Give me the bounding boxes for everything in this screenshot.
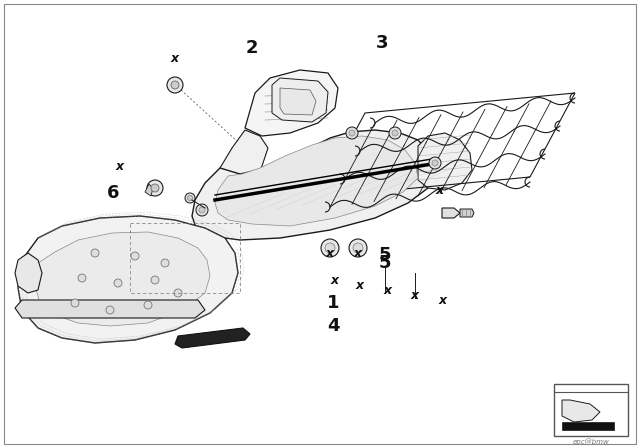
Circle shape: [147, 180, 163, 196]
Circle shape: [349, 130, 355, 136]
Polygon shape: [460, 209, 474, 217]
Circle shape: [432, 160, 438, 166]
Text: x: x: [356, 279, 364, 292]
Circle shape: [349, 239, 367, 257]
Text: x: x: [411, 289, 419, 302]
Text: x: x: [384, 284, 392, 297]
Circle shape: [389, 127, 401, 139]
Polygon shape: [15, 300, 205, 318]
Text: x: x: [354, 246, 362, 259]
Circle shape: [78, 274, 86, 282]
Text: 5: 5: [379, 254, 391, 272]
Circle shape: [392, 130, 398, 136]
Polygon shape: [215, 136, 418, 226]
Text: x: x: [116, 159, 124, 172]
Polygon shape: [215, 130, 268, 208]
Polygon shape: [18, 216, 238, 343]
Text: 4: 4: [327, 317, 339, 335]
Polygon shape: [175, 328, 250, 348]
Text: epc@bmw: epc@bmw: [573, 438, 609, 445]
Text: 2: 2: [246, 39, 259, 57]
Bar: [562, 422, 614, 430]
Text: 6: 6: [107, 184, 119, 202]
Circle shape: [171, 81, 179, 89]
Text: x: x: [436, 184, 444, 197]
Circle shape: [199, 207, 205, 213]
Text: 5: 5: [379, 246, 391, 264]
Circle shape: [353, 243, 363, 253]
Circle shape: [346, 127, 358, 139]
Circle shape: [429, 157, 441, 169]
Circle shape: [151, 276, 159, 284]
Text: 3: 3: [376, 34, 388, 52]
Circle shape: [114, 279, 122, 287]
Circle shape: [321, 239, 339, 257]
Polygon shape: [15, 253, 42, 293]
Text: x: x: [326, 246, 334, 259]
Circle shape: [144, 301, 152, 309]
Polygon shape: [145, 184, 153, 196]
Polygon shape: [280, 88, 316, 115]
Text: x: x: [439, 293, 447, 306]
Circle shape: [174, 289, 182, 297]
Polygon shape: [442, 208, 460, 218]
Polygon shape: [245, 70, 338, 136]
Circle shape: [71, 299, 79, 307]
Circle shape: [91, 249, 99, 257]
Circle shape: [325, 243, 335, 253]
Polygon shape: [418, 133, 472, 190]
Circle shape: [188, 195, 193, 201]
Circle shape: [185, 193, 195, 203]
Text: x: x: [331, 273, 339, 287]
Circle shape: [196, 204, 208, 216]
Polygon shape: [562, 400, 600, 422]
Circle shape: [161, 259, 169, 267]
Text: x: x: [171, 52, 179, 65]
Polygon shape: [192, 130, 435, 240]
Circle shape: [131, 252, 139, 260]
Bar: [554, 384, 628, 436]
Polygon shape: [272, 78, 328, 122]
Circle shape: [106, 306, 114, 314]
Polygon shape: [35, 232, 210, 326]
Circle shape: [151, 184, 159, 192]
Text: 1: 1: [327, 294, 339, 312]
Circle shape: [167, 77, 183, 93]
